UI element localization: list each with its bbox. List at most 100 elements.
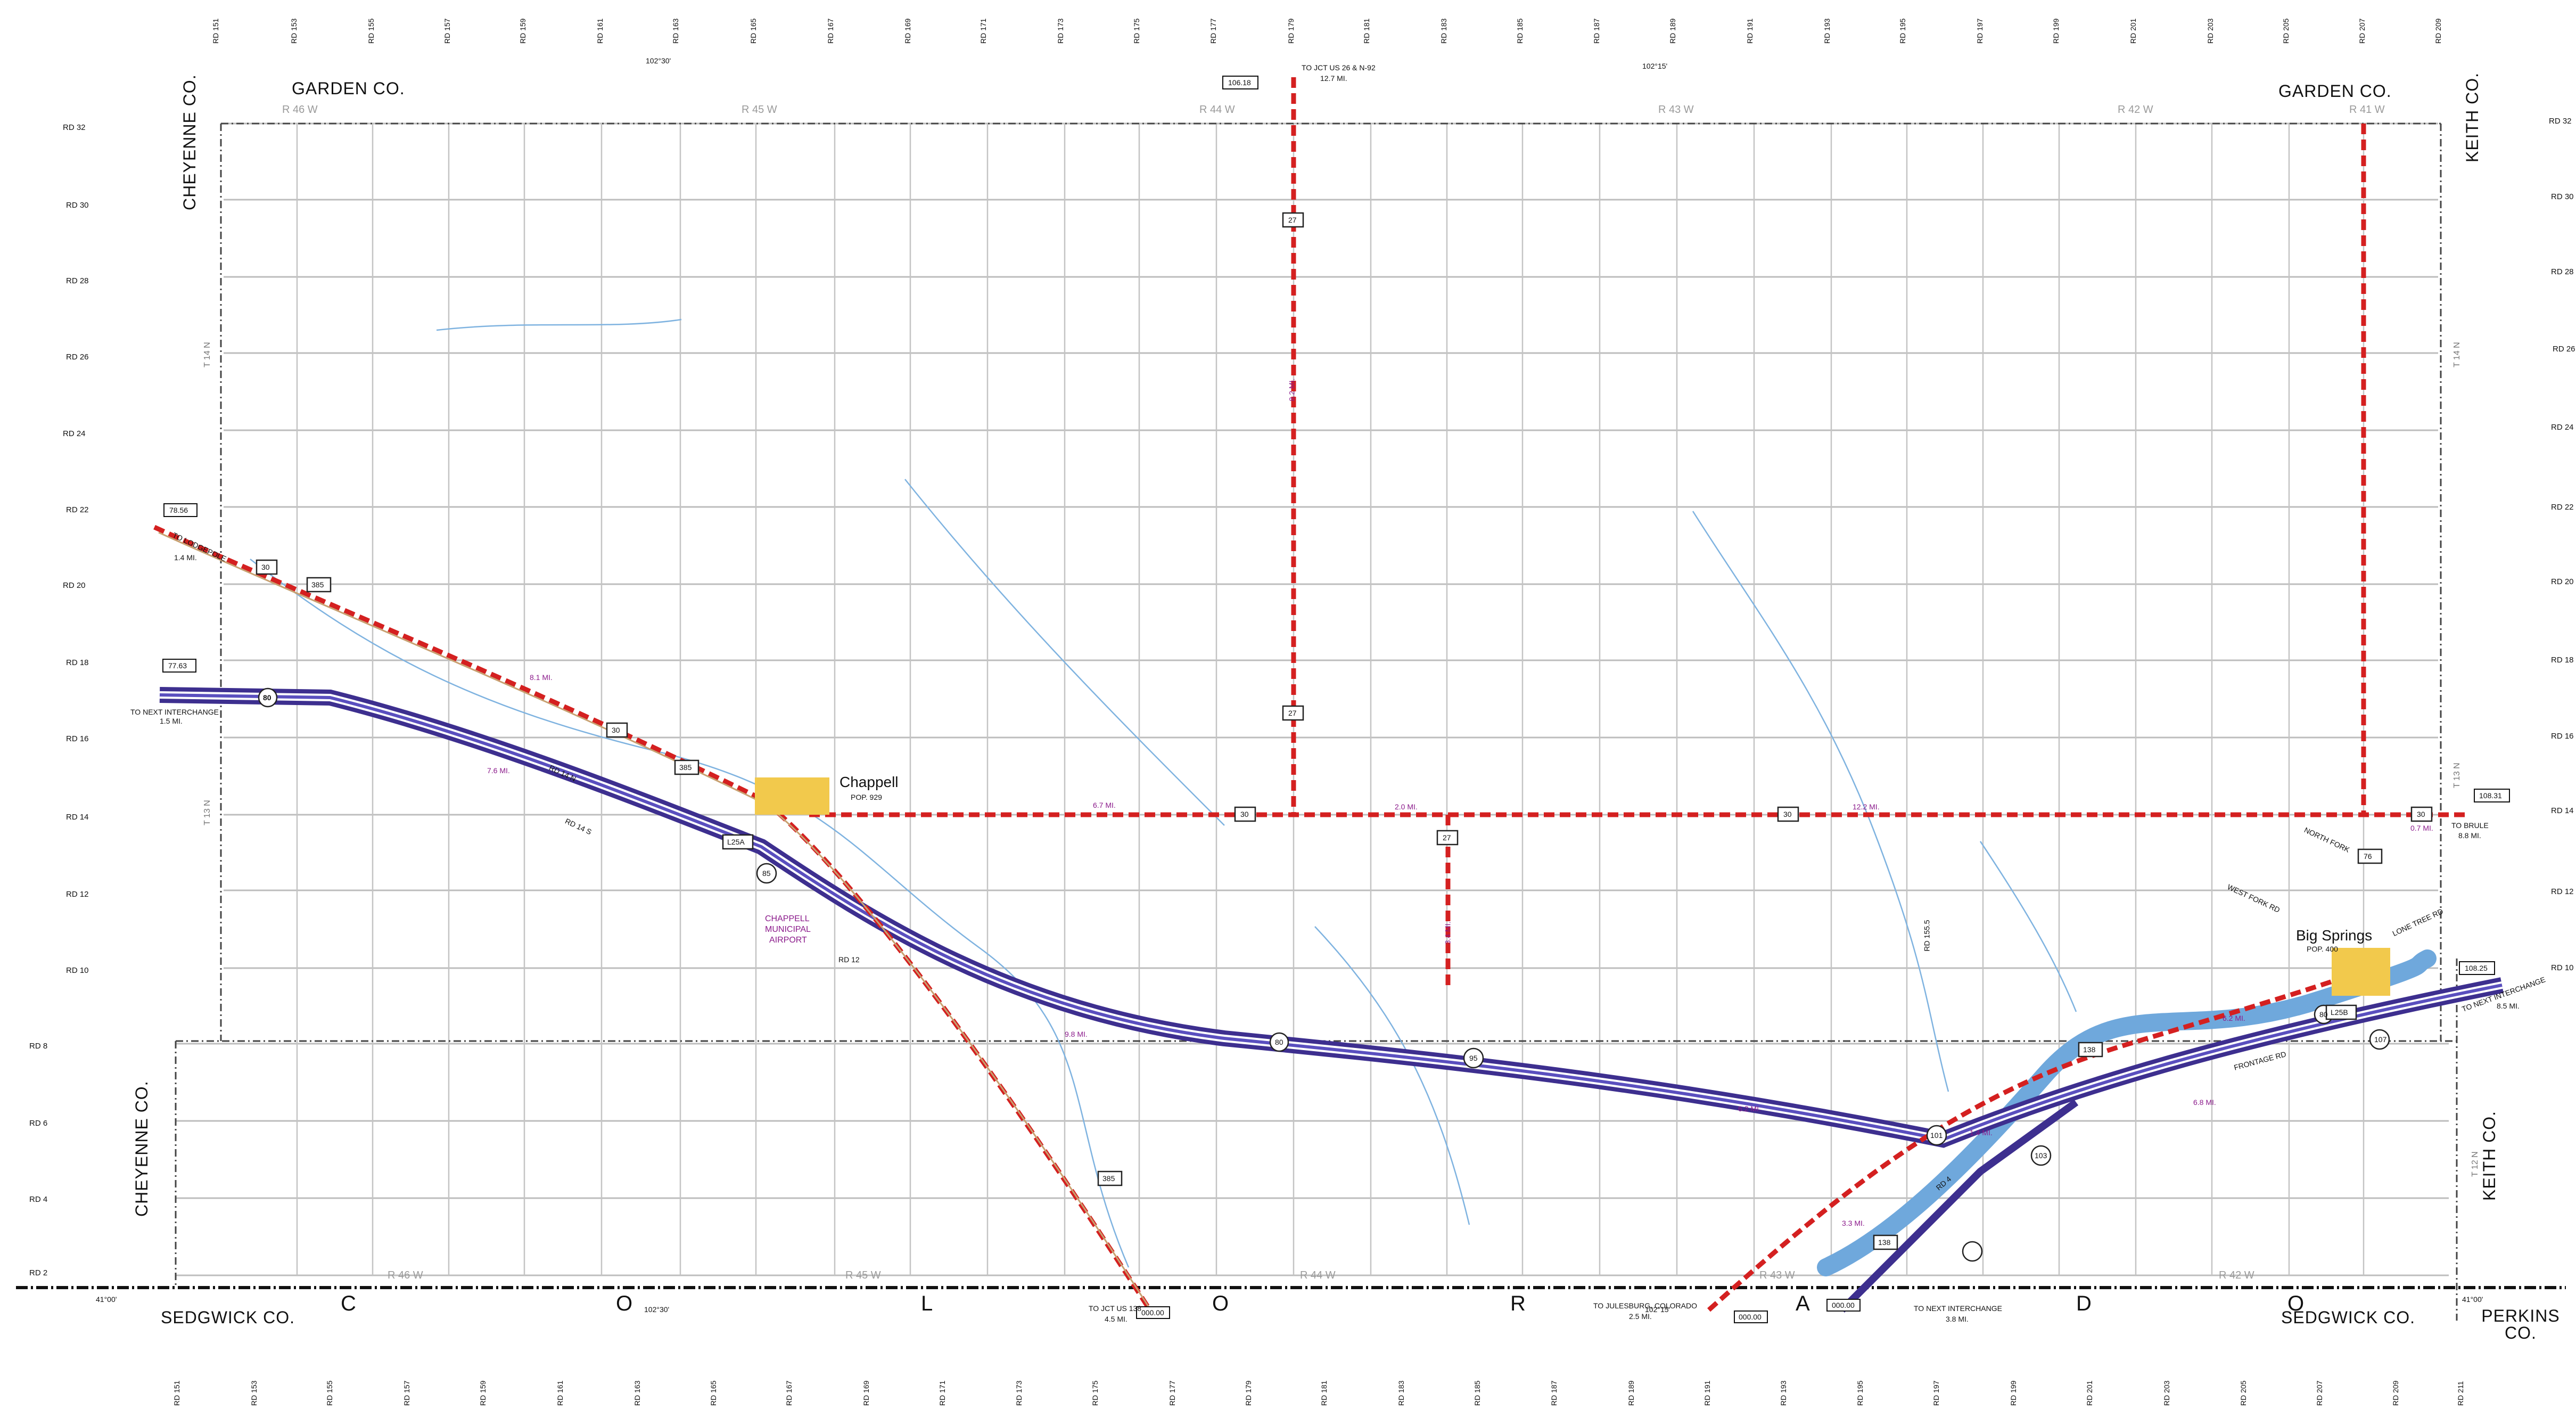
shield-number: 30 bbox=[1783, 810, 1792, 818]
road-label-top: RD 157 bbox=[443, 18, 451, 44]
note-next-interchange-bottom-mi: 3.8 MI. bbox=[1946, 1315, 1969, 1323]
us-routes bbox=[153, 77, 2470, 1312]
longitude-label: 102°15' bbox=[1642, 62, 1668, 70]
road-label: RD 4 bbox=[29, 1195, 48, 1204]
road-label-top: RD 155 bbox=[367, 18, 375, 44]
distance-label: 6.8 MI. bbox=[2193, 1098, 2216, 1107]
road-label-bottom: RD 171 bbox=[938, 1380, 947, 1406]
latitude-label: 41°00' bbox=[2462, 1295, 2483, 1304]
longitude-label: 102°30' bbox=[646, 56, 671, 65]
sedgwick-county-label-right: SEDGWICK CO. bbox=[2281, 1308, 2416, 1327]
road-label-bottom: RD 175 bbox=[1091, 1380, 1099, 1406]
milepost-value: 000.00 bbox=[1832, 1301, 1855, 1309]
longitude-label: 102°15' bbox=[1645, 1305, 1670, 1314]
road-label-bottom: RD 195 bbox=[1856, 1380, 1864, 1406]
state-letter-c: C bbox=[341, 1292, 356, 1315]
road-label-right: RD 20 bbox=[2551, 577, 2574, 586]
road-label-top: RD 203 bbox=[2206, 18, 2215, 44]
road-label-right: RD 22 bbox=[2551, 503, 2574, 512]
shield-number: 30 bbox=[612, 726, 620, 734]
shield-number: 138 bbox=[1878, 1238, 1891, 1247]
note-next-interchange-bottom: TO NEXT INTERCHANGE bbox=[1914, 1304, 2002, 1313]
distance-label: 12.2 MI. bbox=[1853, 802, 1880, 811]
note-to-julesburg: TO JULESBURG, COLORADO bbox=[1593, 1301, 1698, 1310]
road-name: RD 155.5 bbox=[1922, 920, 1931, 952]
road-label-bottom: RD 187 bbox=[1550, 1380, 1558, 1406]
note-to-jct-us26-mi: 12.7 MI. bbox=[1320, 74, 1347, 83]
road-label: RD 28 bbox=[66, 276, 89, 285]
road-label-top: RD 191 bbox=[1746, 18, 1754, 44]
range-label: R 46 W bbox=[388, 1269, 423, 1281]
road-label-top: RD 205 bbox=[2282, 18, 2290, 44]
perkins-county-label: PERKINS CO. bbox=[2481, 1306, 2560, 1342]
shield-number: 27 bbox=[1288, 216, 1297, 224]
state-letter-a: A bbox=[1796, 1292, 1810, 1315]
airport-label-line1: CHAPPELL bbox=[765, 914, 810, 923]
road-label-bottom: RD 209 bbox=[2391, 1380, 2400, 1406]
road-label: RD 6 bbox=[29, 1119, 48, 1128]
road-label-bottom: RD 161 bbox=[556, 1380, 564, 1406]
road-label-top: RD 171 bbox=[979, 18, 987, 44]
range-label: R 45 W bbox=[742, 104, 777, 116]
note-next-interchange-right-mi: 8.5 MI. bbox=[2497, 1002, 2520, 1010]
big-springs-town-area bbox=[2332, 948, 2390, 996]
shield-number: 85 bbox=[762, 869, 771, 878]
interstate-80 bbox=[159, 687, 2504, 1313]
road-label-bottom: RD 189 bbox=[1627, 1380, 1635, 1406]
shield-number: 27 bbox=[1443, 833, 1451, 842]
road-label-bottom: RD 183 bbox=[1397, 1380, 1405, 1406]
road-label-bottom: RD 165 bbox=[709, 1380, 718, 1406]
distance-label: 6.7 MI. bbox=[1093, 801, 1116, 809]
note-to-jct-us26: TO JCT US 26 & N-92 bbox=[1302, 63, 1376, 72]
range-label: R 45 W bbox=[845, 1269, 881, 1281]
shield-number: 80 bbox=[1275, 1038, 1283, 1046]
distance-label: 6.2 MI. bbox=[2223, 1014, 2245, 1022]
note-to-brule: TO BRULE bbox=[2451, 821, 2489, 830]
road-label-top: RD 183 bbox=[1439, 18, 1448, 44]
road-label-top: RD 209 bbox=[2434, 18, 2442, 44]
shield-number: 107 bbox=[2374, 1035, 2387, 1044]
road-label-right: RD 18 bbox=[2551, 656, 2574, 665]
shield-number: 30 bbox=[2417, 810, 2425, 818]
county-boundaries bbox=[175, 122, 2458, 1321]
road-label-bottom: RD 197 bbox=[1932, 1380, 1940, 1406]
road-label-bottom: RD 201 bbox=[2085, 1380, 2094, 1406]
road-label-top: RD 179 bbox=[1287, 18, 1295, 44]
town-name-big-springs: Big Springs bbox=[2296, 927, 2373, 944]
south-platte-river bbox=[1817, 949, 2437, 1276]
keith-county-label-top: KEITH CO. bbox=[2463, 72, 2482, 162]
road-label-top: RD 197 bbox=[1976, 18, 1984, 44]
road-label-top: RD 207 bbox=[2358, 18, 2366, 44]
shield-number: 76 bbox=[2364, 852, 2372, 861]
road-label-bottom: RD 151 bbox=[172, 1380, 181, 1406]
road-label-right: RD 10 bbox=[2551, 963, 2574, 972]
road-label-right: RD 28 bbox=[2551, 267, 2574, 276]
garden-county-label-right: GARDEN CO. bbox=[2278, 81, 2392, 101]
milepost-value: 000.00 bbox=[1739, 1313, 1762, 1321]
township-label: T 12 N bbox=[2471, 1151, 2480, 1177]
township-label: T 13 N bbox=[2452, 763, 2462, 788]
cheyenne-county-label-top: CHEYENNE CO. bbox=[180, 74, 199, 210]
township-label: T 14 N bbox=[2452, 342, 2462, 367]
road-label-bottom: RD 163 bbox=[633, 1380, 641, 1406]
milepost-value: 78.56 bbox=[169, 506, 188, 514]
road-label-top: RD 195 bbox=[1898, 18, 1907, 44]
township-label: T 14 N bbox=[203, 342, 212, 367]
shield-number: 385 bbox=[679, 763, 692, 772]
road-label-top: RD 181 bbox=[1362, 18, 1371, 44]
road-label: RD 24 bbox=[63, 429, 86, 438]
road-label: RD 16 bbox=[66, 734, 89, 743]
road-label-bottom: RD 207 bbox=[2315, 1380, 2324, 1406]
road-label-bottom: RD 155 bbox=[325, 1380, 334, 1406]
distance-label: 9.8 MI. bbox=[1065, 1030, 1088, 1038]
state-letter-r: R bbox=[1510, 1292, 1526, 1315]
garden-county-label-left: GARDEN CO. bbox=[292, 79, 405, 98]
chappell-town-area bbox=[755, 777, 829, 815]
milepost-value: 108.25 bbox=[2465, 964, 2488, 972]
section-grid bbox=[176, 122, 2449, 1276]
road-label: RD 26 bbox=[66, 353, 89, 362]
range-label: R 43 W bbox=[1759, 1269, 1795, 1281]
town-population-chappell: POP. 929 bbox=[851, 793, 882, 801]
road-label: RD 2 bbox=[29, 1268, 48, 1277]
distance-label: 6.2 MI. bbox=[1738, 1104, 1761, 1113]
